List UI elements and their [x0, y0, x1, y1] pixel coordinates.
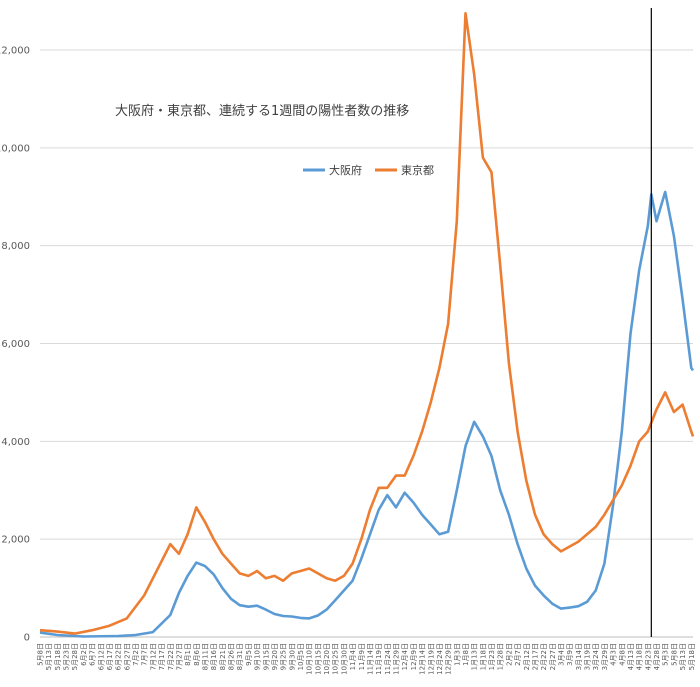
x-tick-label: 8月6日 [193, 643, 201, 666]
x-axis-ticks: 5月8日 5月13日 5月18日 5月23日 5月28日 6月2日 6月7日 6月12日 6月1… [37, 643, 696, 675]
legend-label-tokyo: 東京都 [401, 163, 434, 177]
legend-label-osaka: 大阪府 [329, 163, 362, 177]
x-tick-label: 5月23日 [63, 643, 71, 670]
x-tick-label: 8月1日 [184, 643, 192, 666]
chart-title: 大阪府・東京都、連続する1週間の陽性者数の推移 [115, 103, 409, 119]
x-tick-label: 6月7日 [89, 643, 97, 666]
x-tick-label: 10月5日 [297, 643, 305, 670]
x-tick-label: 2月27日 [549, 643, 557, 670]
x-tick-label: 2月17日 [531, 643, 539, 670]
x-tick-label: 5月13日 [45, 643, 53, 670]
x-tick-label: 2月12日 [523, 643, 531, 670]
x-tick-label: 5月28日 [71, 643, 79, 670]
y-tick-label: 10,000 [0, 143, 30, 154]
x-tick-label: 11月24日 [384, 643, 392, 675]
x-tick-label: 9月20日 [271, 643, 279, 670]
x-tick-label: 2月7日 [514, 643, 522, 666]
x-tick-label: 4月28日 [653, 643, 661, 670]
x-tick-label: 1月8日 [462, 643, 470, 666]
x-tick-label: 1月28日 [497, 643, 505, 670]
x-tick-label: 7月17日 [158, 643, 166, 670]
x-tick-label: 6月27日 [123, 643, 131, 670]
x-tick-label: 9月15日 [262, 643, 270, 670]
x-tick-label: 3月24日 [592, 643, 600, 670]
x-tick-label: 12月4日 [401, 643, 409, 670]
x-tick-label: 10月10日 [306, 643, 314, 675]
x-tick-label: 12月14日 [419, 643, 427, 675]
x-tick-label: 10月20日 [323, 643, 331, 675]
x-tick-label: 11月4日 [349, 643, 357, 670]
x-tick-label: 4月8日 [618, 643, 626, 666]
x-tick-label: 7月7日 [141, 643, 149, 666]
x-tick-label: 12月24日 [436, 643, 444, 675]
x-tick-label: 5月13日 [679, 643, 687, 670]
x-tick-label: 12月19日 [427, 643, 435, 675]
x-tick-label: 8月31日 [236, 643, 244, 670]
x-tick-label: 8月26日 [228, 643, 236, 670]
gridlines [40, 49, 693, 638]
x-tick-label: 3月9日 [566, 643, 574, 666]
series-line-tokyo [39, 12, 695, 635]
x-tick-label: 12月29日 [445, 643, 453, 675]
x-tick-label: 7月22日 [167, 643, 175, 670]
x-tick-label: 11月14日 [366, 643, 374, 675]
x-tick-label: 6月2日 [80, 643, 88, 666]
x-tick-label: 6月22日 [115, 643, 123, 670]
y-tick-label: 12,000 [0, 46, 30, 57]
x-tick-label: 5月8日 [670, 643, 678, 666]
x-tick-label: 5月3日 [662, 643, 670, 666]
y-tick-label: 8,000 [1, 241, 30, 252]
x-tick-label: 7月2日 [132, 643, 140, 666]
x-tick-label: 8月21日 [219, 643, 227, 670]
y-tick-label: 2,000 [1, 535, 30, 546]
x-tick-label: 3月29日 [601, 643, 609, 670]
x-tick-label: 2月2日 [505, 643, 513, 666]
x-tick-label: 6月17日 [106, 643, 114, 670]
x-tick-label: 5月8日 [37, 643, 45, 666]
x-tick-label: 11月29日 [393, 643, 401, 675]
x-tick-label: 5月18日 [54, 643, 62, 670]
x-tick-label: 9月30日 [288, 643, 296, 670]
x-tick-label: 9月10日 [254, 643, 262, 670]
x-tick-label: 7月12日 [149, 643, 157, 670]
y-tick-label: 4,000 [1, 437, 30, 448]
x-tick-label: 9月5日 [245, 643, 253, 666]
x-tick-label: 11月9日 [358, 643, 366, 670]
x-tick-label: 1月18日 [479, 643, 487, 670]
x-tick-label: 9月25日 [280, 643, 288, 670]
x-tick-label: 12月9日 [410, 643, 418, 670]
x-tick-label: 4月23日 [644, 643, 652, 670]
x-tick-label: 8月16日 [210, 643, 218, 670]
x-tick-label: 11月19日 [375, 643, 383, 675]
x-tick-label: 1月23日 [488, 643, 496, 670]
y-axis-ticks: 0 2,000 4,000 6,000 8,000 10,000 12,000 [0, 46, 30, 644]
x-tick-label: 6月12日 [97, 643, 105, 670]
series-line-osaka [39, 190, 695, 638]
x-tick-label: 3月19日 [584, 643, 592, 670]
x-tick-label: 3月4日 [558, 643, 566, 666]
x-tick-label: 1月13日 [471, 643, 479, 670]
x-tick-label: 2月22日 [540, 643, 548, 670]
x-tick-label: 10月25日 [332, 643, 340, 675]
x-tick-label: 7月27日 [175, 643, 183, 670]
x-tick-label: 10月15日 [314, 643, 322, 675]
x-tick-label: 3月14日 [575, 643, 583, 670]
x-tick-label: 5月18日 [688, 643, 696, 670]
y-tick-label: 6,000 [1, 339, 30, 350]
x-tick-label: 4月13日 [627, 643, 635, 670]
y-tick-label: 0 [24, 633, 30, 644]
legend: 大阪府 東京都 [303, 163, 434, 177]
x-tick-label: 10月30日 [340, 643, 348, 675]
series-lines [39, 12, 695, 638]
x-tick-label: 4月3日 [610, 643, 618, 666]
x-tick-label: 4月18日 [636, 643, 644, 670]
x-tick-label: 8月11日 [201, 643, 209, 670]
x-tick-label: 1月3日 [453, 643, 461, 666]
